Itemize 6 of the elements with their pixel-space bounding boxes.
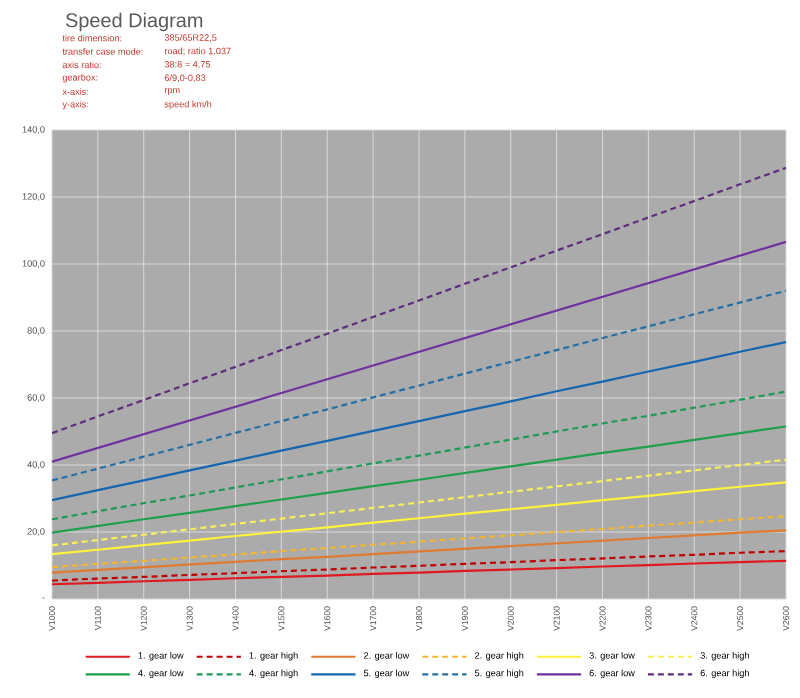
line-series <box>52 166 787 435</box>
line-series <box>52 559 787 586</box>
line-series <box>52 340 787 502</box>
line-series <box>52 550 787 582</box>
chart-title: Speed Diagram <box>65 12 203 32</box>
line-series <box>52 515 787 569</box>
